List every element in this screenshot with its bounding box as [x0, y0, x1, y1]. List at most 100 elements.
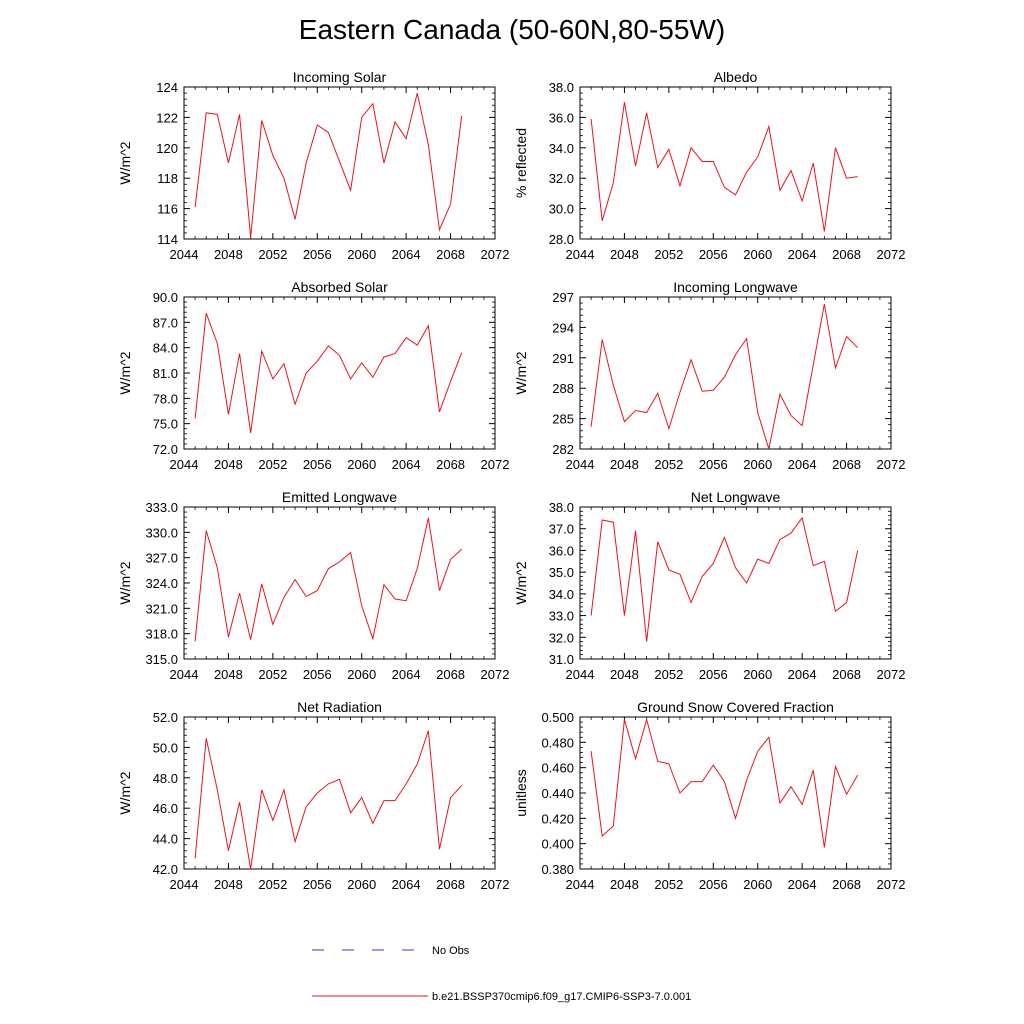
y-tick-label: 32.0: [549, 630, 574, 645]
y-axis-label: unitless: [513, 769, 529, 816]
panel-title: Albedo: [714, 69, 758, 85]
x-tick-label: 2060: [347, 877, 376, 892]
panel-title: Absorbed Solar: [291, 279, 388, 295]
y-tick-label: 46.0: [153, 801, 178, 816]
y-tick-label: 315.0: [145, 652, 178, 667]
y-tick-label: 0.500: [541, 710, 574, 725]
y-axis-label: W/m^2: [117, 771, 133, 814]
y-tick-label: 324.0: [145, 576, 178, 591]
y-tick-label: 42.0: [153, 862, 178, 877]
y-tick-label: 75.0: [153, 417, 178, 432]
y-tick-label: 81.0: [153, 366, 178, 381]
x-tick-label: 2056: [699, 877, 728, 892]
x-tick-label: 2064: [392, 877, 421, 892]
panel-3: Absorbed Solar W/m^2 2044 2048 2052 2056 2060 2…: [117, 279, 509, 472]
y-tick-label: 318.0: [145, 627, 178, 642]
x-tick-label: 2068: [832, 667, 861, 682]
x-tick-label: 2072: [877, 877, 906, 892]
x-tick-label: 2048: [610, 667, 639, 682]
y-tick-label: 78.0: [153, 391, 178, 406]
x-tick-label: 2044: [170, 667, 199, 682]
panel-frame: [183, 86, 496, 240]
x-tick-label: 2056: [303, 667, 332, 682]
legend-model-label: b.e21.BSSP370cmip6.f09_g17.CMIP6-SSP3-7.…: [432, 991, 691, 1003]
y-axis-label: W/m^2: [513, 561, 529, 604]
x-tick-label: 2068: [832, 877, 861, 892]
y-tick-label: 288: [552, 381, 574, 396]
x-tick-label: 2064: [392, 457, 421, 472]
x-tick-label: 2072: [877, 247, 906, 262]
x-tick-label: 2044: [566, 667, 595, 682]
x-tick-label: 2044: [566, 247, 595, 262]
x-tick-label: 2060: [743, 247, 772, 262]
x-tick-label: 2068: [832, 247, 861, 262]
y-tick-label: 327.0: [145, 551, 178, 566]
series-line: [590, 102, 858, 232]
panel-8: Ground Snow Covered Fraction unitless 2044…: [513, 699, 905, 892]
panel-6: Net Longwave W/m^2 2044 2048 2052 2056 2060 206…: [513, 489, 905, 682]
y-tick-label: 33.0: [549, 609, 574, 624]
y-tick-label: 34.0: [549, 141, 574, 156]
x-tick-label: 2064: [788, 247, 817, 262]
panel-1: Incoming Solar W/m^2 2044 2048 2052 2056 2060 2…: [117, 69, 509, 262]
y-axis-label: W/m^2: [117, 561, 133, 604]
x-tick-label: 2072: [481, 667, 510, 682]
y-tick-label: 120: [156, 141, 178, 156]
x-tick-label: 2052: [258, 247, 287, 262]
figure-title: Eastern Canada (50-60N,80-55W): [298, 14, 726, 45]
x-tick-label: 2072: [481, 877, 510, 892]
series-line: [590, 304, 859, 450]
x-tick-label: 2048: [214, 247, 243, 262]
y-axis-label: W/m^2: [513, 351, 529, 394]
x-tick-label: 2064: [788, 877, 817, 892]
y-tick-label: 31.0: [549, 652, 574, 667]
x-tick-label: 2056: [303, 247, 332, 262]
x-tick-label: 2052: [258, 457, 287, 472]
y-tick-label: 50.0: [153, 740, 178, 755]
y-tick-label: 321.0: [145, 601, 178, 616]
panel-frame: [579, 86, 892, 240]
y-tick-label: 38.0: [549, 500, 574, 515]
x-tick-label: 2044: [566, 457, 595, 472]
x-tick-label: 2064: [788, 667, 817, 682]
x-tick-label: 2044: [566, 877, 595, 892]
panel-5: Emitted Longwave W/m^2 2044 2048 2052 2056 206…: [117, 489, 509, 682]
x-tick-label: 2056: [699, 667, 728, 682]
x-tick-label: 2044: [170, 247, 199, 262]
x-tick-label: 2052: [654, 247, 683, 262]
x-tick-label: 2044: [170, 457, 199, 472]
y-axis-label: % reflected: [513, 128, 529, 198]
legend-obs-label: No Obs: [432, 945, 470, 957]
y-tick-label: 0.480: [541, 735, 574, 750]
panel-frame: [183, 716, 496, 870]
y-tick-label: 36.0: [549, 543, 574, 558]
y-tick-label: 285: [552, 412, 574, 427]
panel-frame: [579, 296, 892, 450]
x-tick-label: 2072: [481, 247, 510, 262]
x-tick-label: 2064: [788, 457, 817, 472]
x-tick-label: 2056: [303, 877, 332, 892]
y-tick-label: 34.0: [549, 587, 574, 602]
x-tick-label: 2044: [170, 877, 199, 892]
y-tick-label: 0.460: [541, 761, 574, 776]
series-line: [590, 717, 859, 848]
panel-title: Ground Snow Covered Fraction: [637, 699, 834, 715]
panel-title: Incoming Longwave: [673, 279, 798, 295]
y-tick-label: 38.0: [549, 80, 574, 95]
x-tick-label: 2048: [610, 877, 639, 892]
y-tick-label: 282: [552, 442, 574, 457]
x-tick-label: 2056: [699, 457, 728, 472]
y-tick-label: 0.380: [541, 862, 574, 877]
x-tick-label: 2052: [258, 877, 287, 892]
x-tick-label: 2056: [699, 247, 728, 262]
x-tick-label: 2068: [436, 457, 465, 472]
series-line: [194, 517, 463, 642]
y-tick-label: 28.0: [549, 232, 574, 247]
x-tick-label: 2052: [258, 667, 287, 682]
y-tick-label: 294: [552, 320, 574, 335]
y-tick-label: 35.0: [549, 565, 574, 580]
y-tick-label: 0.420: [541, 811, 574, 826]
x-tick-label: 2060: [347, 457, 376, 472]
x-tick-label: 2048: [214, 877, 243, 892]
